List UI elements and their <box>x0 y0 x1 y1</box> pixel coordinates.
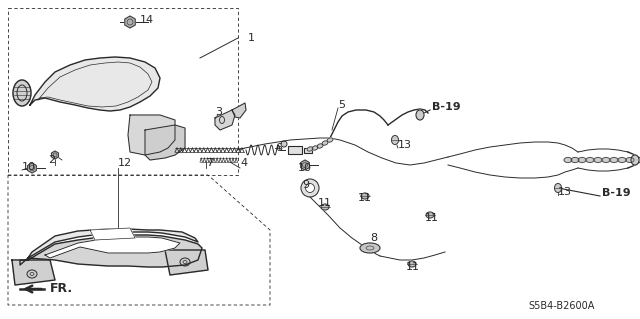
Ellipse shape <box>361 193 369 199</box>
Polygon shape <box>145 125 185 160</box>
Ellipse shape <box>317 144 323 148</box>
Polygon shape <box>165 250 208 275</box>
Text: 10: 10 <box>298 163 312 173</box>
Ellipse shape <box>602 158 610 162</box>
Text: 4: 4 <box>240 158 247 168</box>
Text: FR.: FR. <box>50 283 73 295</box>
Text: 13: 13 <box>398 140 412 150</box>
Text: 11: 11 <box>425 213 439 223</box>
Ellipse shape <box>416 110 424 120</box>
Text: B-19: B-19 <box>602 188 630 198</box>
Ellipse shape <box>586 158 594 162</box>
Text: 13: 13 <box>558 187 572 197</box>
Text: 8: 8 <box>370 233 377 243</box>
Ellipse shape <box>564 158 572 162</box>
Text: 3: 3 <box>215 107 222 117</box>
Polygon shape <box>30 57 160 111</box>
Ellipse shape <box>327 138 333 142</box>
Polygon shape <box>20 235 202 267</box>
Ellipse shape <box>392 136 399 145</box>
Ellipse shape <box>301 179 319 197</box>
Ellipse shape <box>631 155 639 165</box>
Ellipse shape <box>13 80 31 106</box>
Ellipse shape <box>618 158 626 162</box>
Ellipse shape <box>578 158 586 162</box>
Ellipse shape <box>408 261 416 267</box>
Polygon shape <box>232 103 246 118</box>
Text: 9: 9 <box>302 180 309 190</box>
Polygon shape <box>45 237 180 258</box>
FancyBboxPatch shape <box>288 146 302 154</box>
Polygon shape <box>28 229 198 258</box>
Ellipse shape <box>321 204 329 210</box>
Polygon shape <box>128 115 175 155</box>
Text: 12: 12 <box>118 158 132 168</box>
Ellipse shape <box>307 147 313 151</box>
Text: 11: 11 <box>318 198 332 208</box>
Text: S5B4-B2600A: S5B4-B2600A <box>528 301 595 311</box>
Text: 11: 11 <box>358 193 372 203</box>
Ellipse shape <box>281 141 287 147</box>
Ellipse shape <box>305 183 314 192</box>
Text: 11: 11 <box>406 262 420 272</box>
Text: 10: 10 <box>22 162 36 172</box>
Ellipse shape <box>610 158 618 162</box>
Ellipse shape <box>360 243 380 253</box>
Text: 5: 5 <box>338 100 345 110</box>
Ellipse shape <box>594 158 602 162</box>
Ellipse shape <box>554 183 561 192</box>
Ellipse shape <box>312 146 318 150</box>
Ellipse shape <box>626 158 634 162</box>
Polygon shape <box>215 110 235 130</box>
Ellipse shape <box>322 141 328 145</box>
Ellipse shape <box>426 212 434 218</box>
Text: 1: 1 <box>248 33 255 43</box>
Text: 6: 6 <box>275 143 282 153</box>
Polygon shape <box>90 228 135 240</box>
FancyBboxPatch shape <box>304 148 312 153</box>
Text: 2: 2 <box>48 155 55 165</box>
Text: B-19: B-19 <box>432 102 461 112</box>
Ellipse shape <box>571 158 579 162</box>
Polygon shape <box>12 260 55 285</box>
Text: 7: 7 <box>206 158 213 168</box>
Text: 14: 14 <box>140 15 154 25</box>
